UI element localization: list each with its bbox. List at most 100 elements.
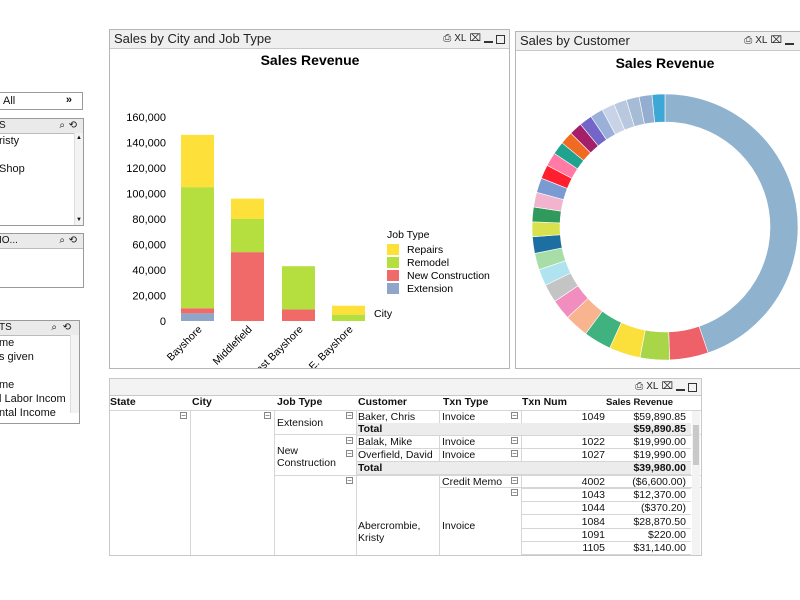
collapse-icon[interactable]: − (511, 449, 518, 458)
bar-segment[interactable] (181, 308, 214, 314)
bar-segment[interactable] (231, 252, 264, 321)
bar-segment[interactable] (231, 219, 264, 253)
collapse-icon[interactable]: − (511, 411, 518, 420)
txn-num-cell: 1044 (581, 502, 605, 515)
list-item[interactable]: risty (0, 135, 20, 147)
collapse-icon[interactable]: − (346, 449, 353, 458)
collapse-icon[interactable]: − (511, 476, 518, 485)
legend-label: Extension (407, 283, 453, 295)
legend-label: New Construction (407, 270, 490, 282)
txn-type-cell: Invoice (442, 449, 476, 461)
clear-selection-icon[interactable]: ⟲ (68, 120, 77, 131)
listbox-customers[interactable]: S ⌕ ⟲ risty Shop ▲ ▼ (0, 118, 84, 226)
listbox-2[interactable]: IO... ⌕ ⟲ (0, 233, 84, 288)
txn-type-cell: Invoice (442, 520, 476, 532)
panel-title: Sales by Customer (520, 33, 630, 48)
legend-swatch (387, 244, 399, 255)
job-type-cell: New Construction (277, 445, 336, 469)
scrollbar[interactable]: ▲ ▼ (74, 133, 83, 225)
filter-icon[interactable]: ⌧ (661, 381, 673, 392)
column-header-txn-num[interactable]: Txn Num (522, 396, 567, 408)
collapse-icon[interactable]: − (346, 476, 353, 485)
listbox-header: IO... ⌕ ⟲ (0, 234, 83, 249)
chart-panel-customer: Sales by Customer ⎙ XL ⌧ Sales Revenue (515, 31, 800, 369)
window-controls: ⎙ XL ⌧ (744, 32, 794, 50)
export-excel-button[interactable]: XL (454, 33, 467, 44)
clear-selection-icon[interactable]: ⟲ (68, 235, 77, 246)
double-chevron-right-icon[interactable]: » (65, 94, 72, 106)
total-label: Total (358, 462, 383, 474)
bar-segment[interactable] (282, 266, 315, 310)
collapse-icon[interactable]: − (346, 411, 353, 420)
column-header-city[interactable]: City (192, 396, 212, 408)
search-icon[interactable]: ⌕ (51, 322, 57, 333)
bar-segment[interactable] (181, 313, 214, 321)
customer-cell: Overfield, David (358, 449, 433, 461)
donut-slice[interactable] (664, 93, 799, 354)
list-item[interactable] (0, 364, 79, 378)
export-excel-button[interactable]: XL (646, 381, 659, 392)
collapse-icon[interactable]: − (180, 411, 187, 420)
scrollbar[interactable] (70, 335, 79, 413)
bar-segment[interactable] (332, 305, 365, 315)
donut-slice[interactable] (651, 93, 666, 123)
filter-icon[interactable]: ⌧ (469, 33, 481, 44)
column-header-txn-type[interactable]: Txn Type (443, 396, 489, 408)
maximize-icon[interactable] (688, 382, 697, 392)
list-item[interactable]: l Labor Incom (0, 393, 66, 405)
txn-type-cell: Credit Memo (442, 476, 503, 488)
donut-slice[interactable] (531, 221, 561, 238)
collapse-icon[interactable]: − (511, 436, 518, 445)
clear-selection-icon[interactable]: ⟲ (62, 322, 71, 333)
legend-swatch (387, 270, 399, 281)
x-tick-label: Middlefield (211, 324, 255, 368)
legend-swatch (387, 257, 399, 268)
list-item[interactable]: ntal Income (0, 407, 56, 419)
bar-segment[interactable] (231, 198, 264, 219)
collapse-icon[interactable]: − (346, 436, 353, 445)
list-item[interactable]: s given (0, 351, 34, 363)
y-tick-label: 20,000 (132, 291, 166, 303)
search-icon[interactable]: ⌕ (59, 235, 65, 246)
bar-segment[interactable] (332, 314, 365, 321)
print-icon[interactable]: ⎙ (744, 35, 753, 46)
bar-segment[interactable] (282, 309, 315, 321)
txn-num-cell: 4002 (581, 476, 605, 488)
column-header-state[interactable]: State (110, 396, 136, 408)
search-icon[interactable]: ⌕ (59, 120, 65, 131)
panel-title-bar[interactable]: Sales by Customer ⎙ XL ⌧ (516, 32, 800, 51)
pivot-table-panel: ⎙ XL ⌧ State City Job Type Customer Txn … (109, 378, 702, 556)
list-item[interactable]: me (0, 379, 15, 391)
panel-title-bar[interactable]: Sales by City and Job Type ⎙ XL ⌧ (110, 30, 509, 49)
bar-segment[interactable] (181, 134, 214, 188)
print-icon[interactable]: ⎙ (443, 33, 452, 44)
column-header-job-type[interactable]: Job Type (277, 396, 323, 408)
revenue-cell: $220.00 (648, 528, 686, 541)
legend-title: Job Type (387, 229, 430, 241)
panel-title-bar[interactable]: ⎙ XL ⌧ (110, 379, 701, 396)
column-header-customer[interactable]: Customer (358, 396, 408, 408)
revenue-cell: $19,990.00 (633, 449, 686, 461)
collapse-icon[interactable]: − (264, 411, 271, 420)
txn-num-cell: 1049 (581, 411, 605, 423)
select-all-box[interactable]: All » (0, 92, 83, 110)
minimize-icon[interactable] (676, 389, 685, 391)
maximize-icon[interactable] (496, 34, 505, 44)
txn-num-cell: 1043 (581, 489, 605, 502)
export-excel-button[interactable]: XL (755, 35, 768, 46)
minimize-icon[interactable] (785, 43, 794, 45)
column-header-sales-revenue[interactable]: Sales Revenue (606, 397, 674, 408)
listbox-accounts[interactable]: TS ⌕ ⟲ me s given me l Labor Incom ntal … (0, 320, 80, 424)
table-scrollbar[interactable] (692, 411, 700, 555)
list-item[interactable]: me (0, 337, 15, 349)
collapse-icon[interactable]: − (511, 488, 518, 497)
minimize-icon[interactable] (484, 41, 493, 43)
filter-icon[interactable]: ⌧ (770, 35, 782, 46)
listbox-header: S ⌕ ⟲ (0, 119, 83, 134)
list-item[interactable]: Shop (0, 163, 25, 175)
chart-title: Sales Revenue (616, 55, 715, 71)
list-item[interactable] (0, 148, 83, 162)
bar-segment[interactable] (181, 187, 214, 309)
print-icon[interactable]: ⎙ (635, 381, 644, 392)
y-tick-label: 100,000 (126, 189, 166, 201)
